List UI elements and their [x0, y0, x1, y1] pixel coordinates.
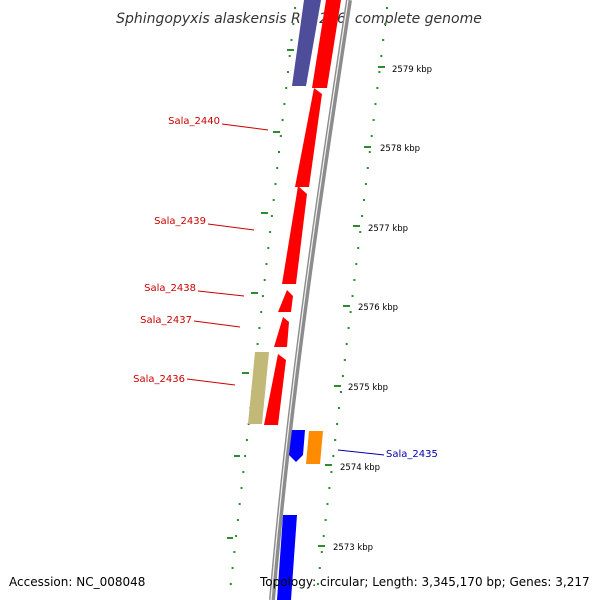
- left-major-ticks: [227, 49, 294, 539]
- gene-blue-bottom: [277, 515, 297, 600]
- kbp-label: 2574 kbp: [340, 463, 380, 473]
- gene-sala-2437: [274, 317, 289, 347]
- gene-label: Sala_2438: [144, 283, 196, 294]
- gene-sala-2435: [306, 431, 323, 464]
- gene-sala-2439: [282, 186, 307, 284]
- kbp-label: 2578 kbp: [380, 144, 420, 154]
- map-title: Sphingopyxis alaskensis RB2256, complete…: [116, 11, 482, 27]
- gene-khaki: [248, 352, 269, 424]
- kbp-label: 2577 kbp: [368, 224, 408, 234]
- topology-label: Topology: circular; Length: 3,345,170 bp…: [260, 575, 590, 589]
- gene-label: Sala_2436: [133, 374, 185, 385]
- right-tick-track: [316, 7, 388, 585]
- gene-label: Sala_2439: [154, 216, 206, 227]
- gene-sala-2438: [278, 290, 293, 312]
- gene-sala-2440: [295, 88, 322, 187]
- gene-red-top: [312, 0, 341, 88]
- gene-blue-small: [289, 430, 305, 462]
- kbp-label: 2575 kbp: [348, 383, 388, 393]
- kbp-label: 2579 kbp: [392, 65, 432, 75]
- gene-features: [248, 0, 341, 600]
- gene-label: Sala_2437: [140, 315, 192, 326]
- gene-label: Sala_2440: [168, 116, 220, 127]
- gene-labels: Sala_2440 Sala_2439 Sala_2438 Sala_2437 …: [133, 116, 438, 460]
- accession-label: Accession: NC_008048: [9, 575, 146, 589]
- genome-backbone: [269, 0, 352, 600]
- gene-sala-2436: [264, 354, 286, 425]
- kbp-label: 2573 kbp: [333, 543, 373, 553]
- gene-navy: [292, 0, 321, 86]
- kbp-label: 2576 kbp: [358, 303, 398, 313]
- kbp-markers: 2579 kbp 2578 kbp 2577 kbp 2576 kbp 2575…: [318, 65, 432, 553]
- gene-label: Sala_2435: [386, 449, 438, 460]
